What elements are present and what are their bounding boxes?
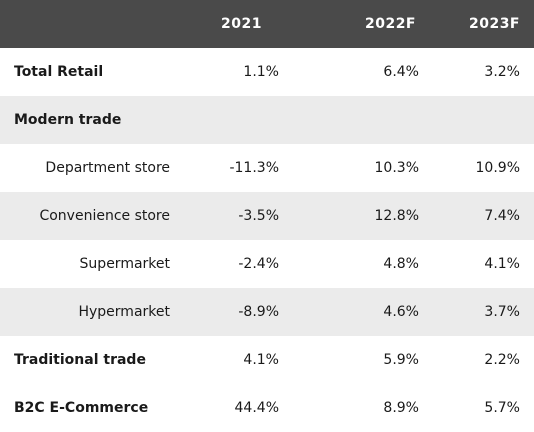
value-2023f: 4.1% <box>484 256 520 272</box>
row-label: B2C E-Commerce <box>14 400 149 416</box>
value-2023f: 3.2% <box>484 64 520 80</box>
table-row-modern-trade: Modern trade <box>0 96 534 144</box>
value-2022f: 4.8% <box>383 256 419 272</box>
header-2022f: 2022F <box>364 16 416 32</box>
value-2023f: 10.9% <box>475 160 520 176</box>
value-2021: -2.4% <box>238 256 279 272</box>
table-row-convenience-store: Convenience store -3.5% 12.8% 7.4% <box>0 192 534 240</box>
header-2023f: 2023F <box>468 16 520 32</box>
row-label: Hypermarket <box>78 304 170 320</box>
value-2022f: 10.3% <box>374 160 419 176</box>
row-label: Traditional trade <box>14 352 146 368</box>
table-row-b2c-ecommerce: B2C E-Commerce 44.4% 8.9% 5.7% <box>0 384 534 432</box>
value-2022f: 6.4% <box>383 64 419 80</box>
value-2022f: 4.6% <box>383 304 419 320</box>
header-2021: 2021 <box>221 16 262 32</box>
row-label: Convenience store <box>39 208 170 224</box>
value-2022f: 5.9% <box>383 352 419 368</box>
table-row-department-store: Department store -11.3% 10.3% 10.9% <box>0 144 534 192</box>
value-2021: 4.1% <box>243 352 279 368</box>
row-label: Department store <box>45 160 170 176</box>
row-label: Modern trade <box>14 112 122 128</box>
value-2023f: 7.4% <box>484 208 520 224</box>
row-label: Total Retail <box>14 64 104 80</box>
value-2022f: 12.8% <box>374 208 419 224</box>
value-2022f: 8.9% <box>383 400 419 416</box>
value-2021: -11.3% <box>229 160 279 176</box>
value-2021: 1.1% <box>243 64 279 80</box>
table-row-supermarket: Supermarket -2.4% 4.8% 4.1% <box>0 240 534 288</box>
value-2023f: 5.7% <box>484 400 520 416</box>
table-row-hypermarket: Hypermarket -8.9% 4.6% 3.7% <box>0 288 534 336</box>
table-header-row: 2021 2022F 2023F <box>0 0 534 48</box>
value-2023f: 2.2% <box>484 352 520 368</box>
value-2021: -3.5% <box>238 208 279 224</box>
value-2021: 44.4% <box>234 400 279 416</box>
value-2021: -8.9% <box>238 304 279 320</box>
value-2023f: 3.7% <box>484 304 520 320</box>
table-row-traditional-trade: Traditional trade 4.1% 5.9% 2.2% <box>0 336 534 384</box>
table-row-total-retail: Total Retail 1.1% 6.4% 3.2% <box>0 48 534 96</box>
row-label: Supermarket <box>79 256 170 272</box>
